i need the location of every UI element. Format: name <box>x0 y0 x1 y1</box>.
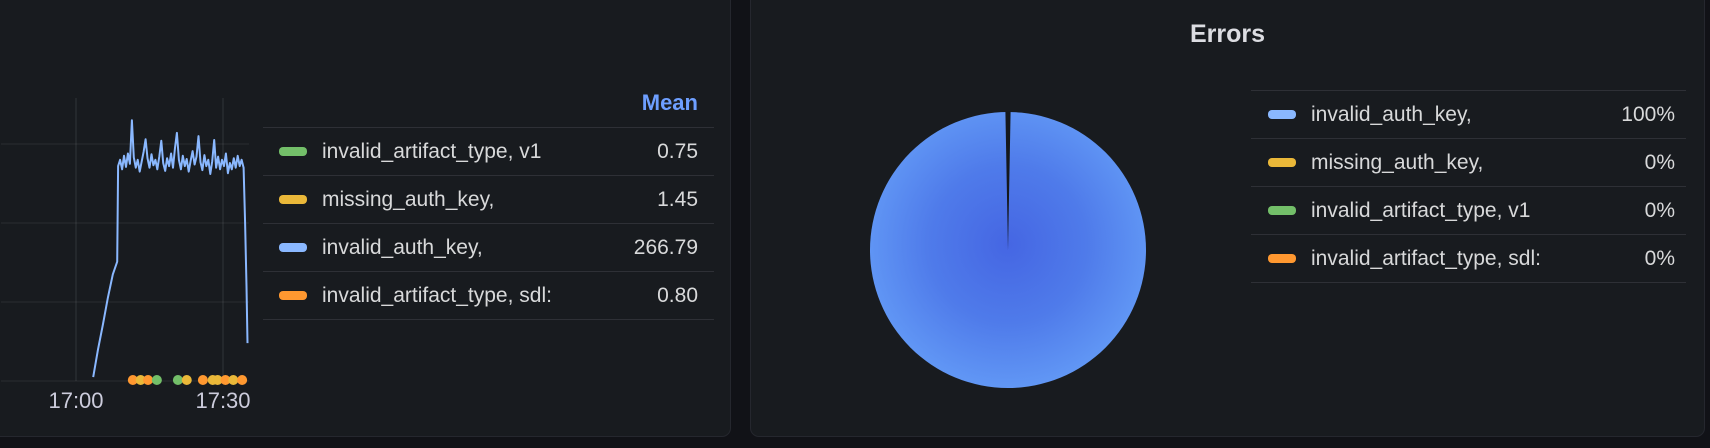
legend-row[interactable]: invalid_artifact_type, v1 0.75 <box>263 127 714 175</box>
legend-rows: invalid_auth_key, 100% missing_auth_key,… <box>1251 90 1686 282</box>
legend-series-value: 266.79 <box>633 235 698 259</box>
legend-row[interactable]: invalid_artifact_type, v1 0% <box>1251 186 1686 234</box>
series-color-swatch-icon <box>1268 158 1296 167</box>
legend-series-label: missing_auth_key, <box>1311 150 1484 174</box>
legend-series-label: invalid_auth_key, <box>1311 102 1472 126</box>
legend-series-label: invalid_auth_key, <box>322 235 483 259</box>
panel-title: Errors <box>1189 20 1266 48</box>
legend-header-row: Mean <box>263 79 714 127</box>
legend-series-label: missing_auth_key, <box>322 187 495 211</box>
legend-series-label: invalid_artifact_type, sdl: <box>1311 246 1541 270</box>
event-dot <box>135 375 146 385</box>
legend-series-value: 0.80 <box>657 283 698 307</box>
legend-series-value: 0.75 <box>657 139 698 163</box>
legend-row[interactable]: missing_auth_key, 0% <box>1251 138 1686 186</box>
event-dot <box>172 375 183 385</box>
legend-series-label: invalid_artifact_type, v1 <box>1311 198 1531 222</box>
series-color-swatch-icon <box>279 147 307 156</box>
event-dot <box>212 375 223 385</box>
legend-series-value: 0% <box>1644 150 1675 174</box>
series-color-swatch-icon <box>279 195 307 204</box>
series-color-swatch-icon <box>1268 206 1296 215</box>
legend-series-label: invalid_artifact_type, v1 <box>322 139 542 163</box>
series-color-swatch-icon <box>1268 254 1296 263</box>
legend-series-value: 100% <box>1621 102 1675 126</box>
series-line-invalid-auth-key <box>92 119 249 378</box>
timeseries-panel: 17:00 17:30 Mean invalid_artifact_type, v… <box>0 0 731 437</box>
event-dot <box>181 375 192 385</box>
timeseries-legend-table: Mean invalid_artifact_type, v1 0.75 miss… <box>263 79 714 320</box>
series-color-swatch-icon <box>279 243 307 252</box>
legend-series-value: 1.45 <box>657 187 698 211</box>
legend-row[interactable]: invalid_auth_key, 266.79 <box>263 223 714 271</box>
series-color-swatch-icon <box>1268 110 1296 119</box>
legend-row[interactable]: invalid_artifact_type, sdl: 0.80 <box>263 271 714 319</box>
pie-chart[interactable] <box>868 110 1148 390</box>
pie-legend-table: invalid_auth_key, 100% missing_auth_key,… <box>1251 90 1686 283</box>
event-dot <box>197 375 208 385</box>
pie-panel: Errors invalid_auth_key, 100% missing_au… <box>750 0 1705 437</box>
legend-row[interactable]: missing_auth_key, 1.45 <box>263 175 714 223</box>
series-color-swatch-icon <box>279 291 307 300</box>
x-axis-tick-label: 17:00 <box>48 388 103 413</box>
event-dot <box>228 375 239 385</box>
legend-series-value: 0% <box>1644 246 1675 270</box>
legend-series-value: 0% <box>1644 198 1675 222</box>
legend-row[interactable]: invalid_artifact_type, sdl: 0% <box>1251 234 1686 282</box>
event-dot <box>237 375 248 385</box>
legend-series-label: invalid_artifact_type, sdl: <box>322 283 552 307</box>
event-dot <box>143 375 154 385</box>
x-axis-tick-label: 17:30 <box>195 388 250 413</box>
event-dot <box>220 375 231 385</box>
legend-rows: invalid_artifact_type, v1 0.75 missing_a… <box>263 127 714 319</box>
pie-slice-gap <box>1005 111 1011 250</box>
legend-mean-column-header[interactable]: Mean <box>641 90 698 115</box>
event-dot <box>127 375 138 385</box>
timeseries-chart[interactable]: 17:00 17:30 <box>1 1 261 421</box>
legend-row[interactable]: invalid_auth_key, 100% <box>1251 90 1686 138</box>
event-dot <box>151 375 162 385</box>
